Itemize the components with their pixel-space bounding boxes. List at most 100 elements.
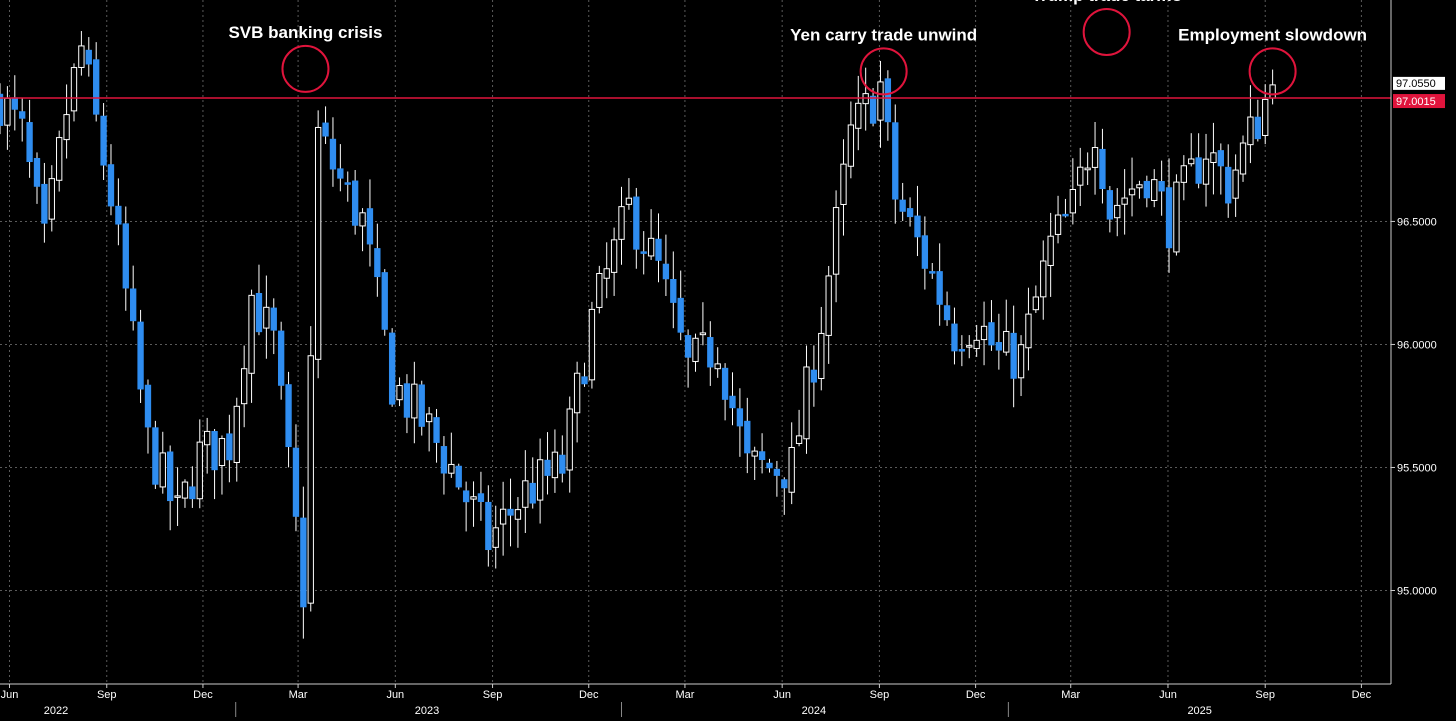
candle-down (137, 321, 144, 390)
candle-up (1054, 214, 1062, 235)
candle-down (433, 417, 440, 443)
candle-up (855, 102, 862, 129)
year-label: 2022 (44, 705, 68, 717)
candle-down (781, 479, 788, 489)
candle-down (670, 278, 677, 303)
candle-down (1158, 181, 1165, 192)
candle-up (1084, 167, 1091, 171)
candle-up (751, 450, 758, 457)
x-tick-label: Sep (483, 689, 503, 701)
candle-down (988, 322, 995, 346)
candle-up (788, 446, 795, 493)
candle-down (381, 272, 388, 330)
x-tick-label: Dec (579, 689, 599, 701)
x-tick-label: Jun (1, 689, 19, 701)
candle-down (344, 182, 351, 185)
candle-down (211, 431, 218, 471)
candle-up (1239, 142, 1247, 175)
x-tick-label: Jun (1159, 689, 1177, 701)
candle-up (1151, 179, 1158, 202)
candle-down (11, 97, 18, 110)
candle-down (766, 462, 773, 469)
x-tick-label: Jun (773, 689, 791, 701)
y-tick-label: 96.5000 (1397, 216, 1437, 228)
gridlines (0, 0, 1391, 684)
x-tick-label: Mar (289, 689, 308, 701)
candle-up (1025, 313, 1032, 349)
annotation-label: Yen carry trade unwind (790, 25, 977, 44)
candle-down (270, 307, 277, 331)
x-tick-label: Sep (97, 689, 117, 701)
candle-down (810, 369, 818, 383)
candle-down (684, 335, 692, 358)
candle-up (1091, 147, 1099, 168)
candle-up (877, 81, 884, 121)
candle-up (4, 97, 11, 126)
candle-up (692, 337, 699, 363)
candle-up (1247, 116, 1254, 146)
candle-down (581, 376, 588, 385)
candle-up (307, 355, 314, 604)
candle-up (973, 339, 980, 350)
annotation-circle (859, 47, 908, 96)
candle-up (63, 114, 70, 141)
candle-down (744, 420, 751, 454)
candle-up (1180, 165, 1187, 183)
candle-down (1062, 213, 1069, 217)
candle-up (803, 366, 810, 440)
candle-up (840, 163, 847, 205)
candle-down (736, 408, 744, 427)
candle-up (263, 306, 270, 329)
candle-down (337, 168, 344, 179)
candle-down (995, 342, 1003, 351)
candle-down (26, 122, 33, 163)
year-label: 2024 (802, 705, 826, 717)
candle-up (48, 178, 55, 220)
candle-down (677, 297, 684, 333)
candle-up (699, 332, 707, 336)
last-price-box (1393, 76, 1445, 90)
candle-up (1210, 152, 1217, 164)
annotation-label: Trump trade tariffs (1032, 0, 1182, 5)
x-tick-label: Mar (1061, 689, 1080, 701)
candle-down (130, 288, 137, 322)
candle-down (758, 451, 766, 461)
candle-down (1225, 166, 1232, 204)
candle-down (277, 330, 285, 386)
candle-down (707, 337, 714, 368)
candle-up (832, 207, 840, 275)
candle-up (1136, 184, 1143, 189)
candle-up (573, 372, 581, 414)
candle-down (300, 517, 307, 608)
candle-down (485, 501, 492, 551)
candle-down (167, 451, 174, 502)
candle-down (93, 59, 100, 115)
candle-up (78, 45, 85, 68)
candle-down (19, 111, 26, 119)
candle-down (374, 248, 381, 278)
candle-down (388, 332, 396, 405)
x-tick-label: Mar (675, 689, 694, 701)
candle-up (204, 430, 211, 446)
annotation-circle (1082, 7, 1131, 56)
candle-down (529, 482, 536, 504)
candle-up (1262, 98, 1269, 136)
candle-up (314, 126, 322, 360)
candle-down (322, 122, 329, 137)
candle-down (144, 384, 152, 428)
annotation-circle (1248, 47, 1297, 96)
candle-down (440, 446, 448, 474)
candles (0, 31, 1276, 639)
candle-down (115, 205, 122, 225)
x-tick-label: Dec (966, 689, 986, 701)
candle-up (396, 385, 403, 401)
reference-value-label: 97.0015 (1396, 96, 1436, 108)
annotation-circle (281, 44, 330, 93)
candle-down (633, 196, 640, 250)
candle-down (255, 293, 263, 333)
candle-down (403, 383, 411, 418)
candle-down (329, 138, 337, 170)
candle-down (1254, 116, 1261, 140)
